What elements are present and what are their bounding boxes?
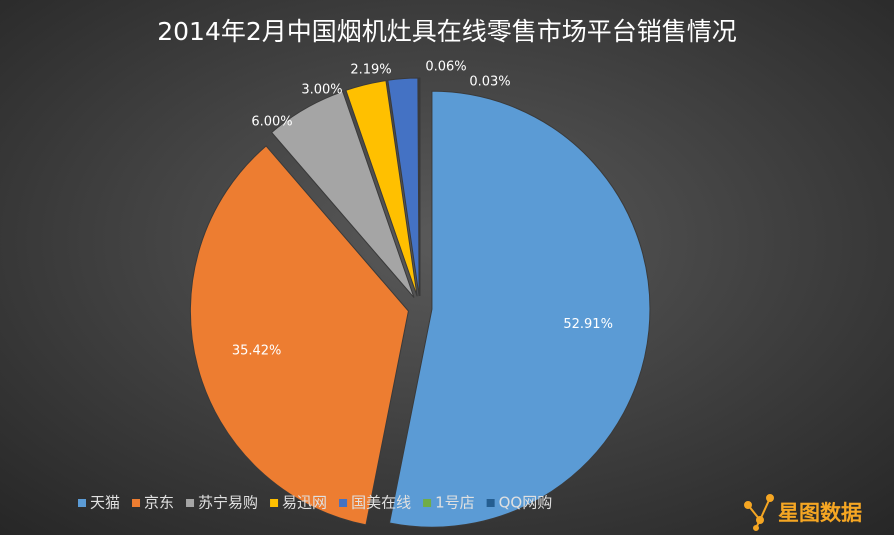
data-label: 0.06%: [425, 60, 466, 75]
watermark-logo: [744, 494, 774, 531]
legend-swatch: [78, 499, 86, 507]
data-label: 2.19%: [350, 63, 391, 78]
pie-slice: [388, 90, 651, 528]
legend-label: 国美在线: [351, 494, 411, 512]
pie-slice: [387, 77, 420, 297]
legend-swatch: [270, 499, 279, 507]
data-label: 6.00%: [251, 115, 292, 130]
data-label: 52.91%: [563, 317, 613, 332]
legend-label: 天猫: [90, 494, 120, 512]
legend-label: 京东: [144, 494, 174, 512]
watermark: 星图数据: [778, 501, 862, 525]
pie-slice: [345, 80, 418, 297]
data-label: 0.03%: [469, 75, 510, 90]
legend-label: 苏宁易购: [198, 494, 258, 512]
legend-swatch: [423, 499, 432, 507]
legend-label: QQ网购: [499, 494, 553, 512]
legend-swatch: [132, 499, 141, 507]
pie-slice: [270, 90, 415, 298]
legend-label: 易迅网: [282, 494, 327, 512]
legend-label: 1号店: [435, 494, 475, 512]
pie-slice: [189, 145, 409, 526]
legend-swatch: [486, 499, 495, 507]
data-label: 35.42%: [232, 344, 282, 359]
data-label: 3.00%: [301, 83, 342, 98]
legend-swatch: [186, 499, 195, 507]
chart-title: 2014年2月中国烟机灶具在线零售市场平台销售情况: [157, 17, 737, 46]
legend-swatch: [339, 499, 348, 507]
